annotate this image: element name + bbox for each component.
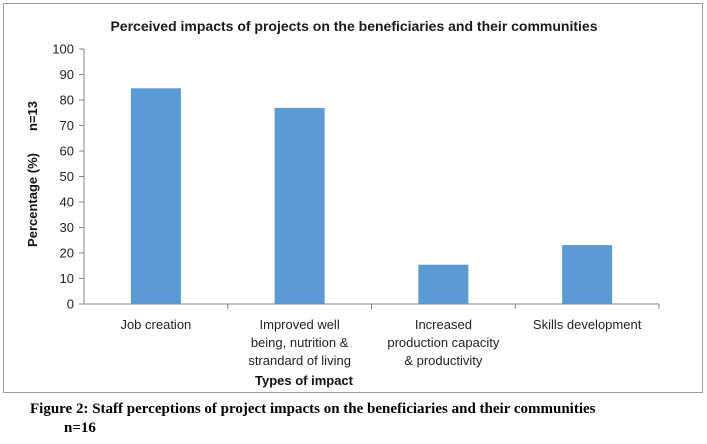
chart-frame: Perceived impacts of projects on the ben… xyxy=(3,3,703,393)
bar xyxy=(274,107,325,304)
y-tick-label: 10 xyxy=(60,271,74,286)
y-tick-label: 30 xyxy=(60,220,74,235)
x-category-label: Skills development xyxy=(533,317,642,332)
x-axis-title: Types of impact xyxy=(255,373,354,388)
figure-caption-line1: Figure 2: Staff perceptions of project i… xyxy=(30,401,596,417)
figure-caption: Figure 2: Staff perceptions of project i… xyxy=(30,400,705,438)
x-category-label: Improved well being, nutrition & strandard… xyxy=(248,317,351,368)
bar-chart: 0 10 20 30 40 50 60 70 80 90 100 Job creation Impro… xyxy=(25,42,660,388)
y-tick-label: 40 xyxy=(60,195,74,210)
y-tick-label: 20 xyxy=(60,246,74,261)
bar xyxy=(418,264,469,304)
x-axis-categories: Job creation Improved well being, nutritio… xyxy=(120,304,660,368)
y-tick-label: 0 xyxy=(67,297,74,312)
figure-caption-line2: n=16 xyxy=(64,420,96,436)
bar xyxy=(130,88,181,305)
bars xyxy=(130,88,613,305)
y-tick-label: 90 xyxy=(60,67,74,82)
chart-title: Perceived impacts of projects on the ben… xyxy=(110,18,598,34)
bar xyxy=(562,245,613,304)
y-tick-label: 50 xyxy=(60,169,74,184)
y-tick-label: 70 xyxy=(60,118,74,133)
y-axis-note: n=13 xyxy=(25,101,40,131)
y-axis-title: Percentage (%) xyxy=(25,153,40,247)
y-axis-ticks: 0 10 20 30 40 50 60 70 80 90 100 xyxy=(52,42,84,312)
y-tick-label: 100 xyxy=(52,42,74,57)
y-tick-label: 60 xyxy=(60,144,74,159)
x-category-label: Job creation xyxy=(120,317,191,332)
y-tick-label: 80 xyxy=(60,93,74,108)
x-category-label: Increased production capacity & productivi… xyxy=(387,317,500,368)
